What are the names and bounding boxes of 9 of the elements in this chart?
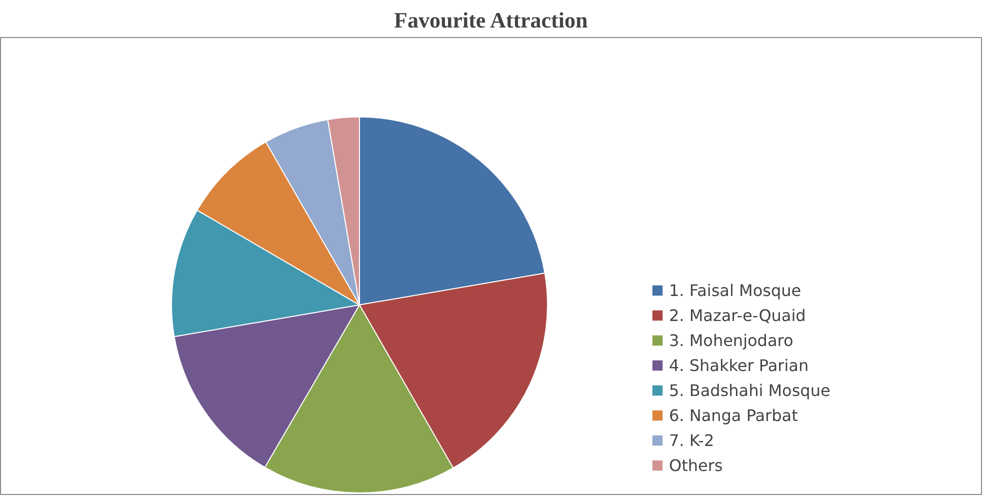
legend-label: 2. Mazar-e-Quaid: [669, 305, 806, 325]
legend-label: 1. Faisal Mosque: [669, 280, 802, 300]
legend-label: 3. Mohenjodaro: [669, 330, 794, 350]
legend-label: Others: [669, 455, 723, 475]
legend-label: 6. Nanga Parbat: [669, 405, 798, 425]
chart-title: Favourite Attraction: [394, 8, 588, 32]
legend-label: 4. Shakker Parian: [669, 355, 809, 375]
legend-label: 5. Badshahi Mosque: [669, 380, 830, 400]
legend-label: 7. K-2: [669, 430, 714, 450]
